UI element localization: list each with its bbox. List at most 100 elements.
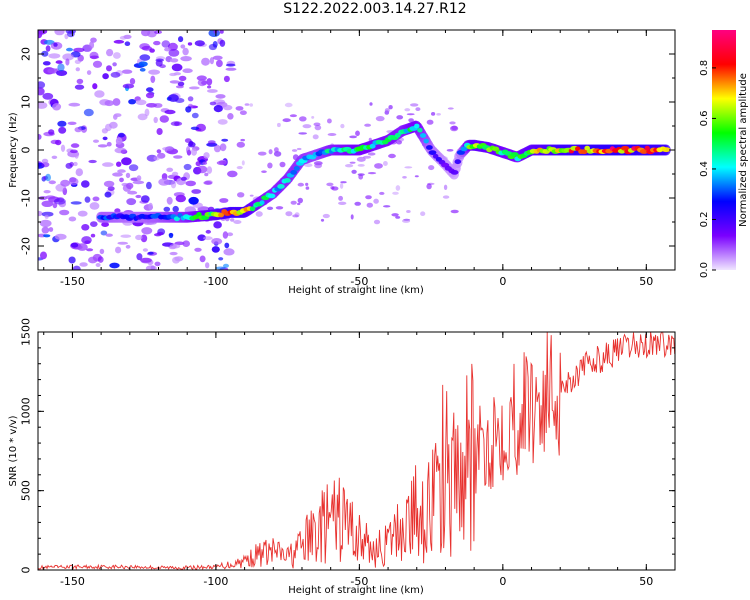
y-tick-label: 1500 xyxy=(20,318,33,346)
noise-blob xyxy=(282,118,291,123)
y-tick-label: -20 xyxy=(20,237,33,255)
noise-blob xyxy=(109,262,120,269)
noise-blob xyxy=(95,263,101,267)
noise-blob xyxy=(101,222,109,227)
noise-blob xyxy=(375,116,385,122)
noise-blob xyxy=(161,40,171,48)
noise-blob xyxy=(112,98,121,106)
noise-blob xyxy=(74,59,81,64)
colorbar: 0.0 0.2 0.4 0.6 0.8 Normalized spectral ampli… xyxy=(699,30,749,278)
noise-blob xyxy=(159,64,166,69)
y-tick-label: -10 xyxy=(20,189,33,207)
ridge-cell xyxy=(456,150,465,155)
noise-blob xyxy=(428,165,435,171)
noise-blob xyxy=(115,137,123,145)
noise-blob xyxy=(81,236,92,245)
ridge-cell xyxy=(460,146,468,152)
noise-blob xyxy=(135,194,142,199)
y-tick-label: 20 xyxy=(20,47,33,61)
y-tick-label: 1000 xyxy=(20,397,33,425)
noise-blob xyxy=(145,92,155,99)
ridge-cell xyxy=(369,143,376,149)
noise-blob xyxy=(219,198,229,203)
snr-series-line xyxy=(38,332,675,570)
noise-blob xyxy=(54,198,66,205)
ridge-cell xyxy=(277,184,285,189)
noise-blob xyxy=(69,161,74,167)
noise-blob xyxy=(203,236,213,241)
noise-blob xyxy=(363,155,371,159)
noise-blob xyxy=(217,119,228,125)
noise-blob xyxy=(144,108,150,117)
noise-blob xyxy=(135,99,147,106)
colorbar-tick-label: 0.4 xyxy=(699,161,710,177)
noise-blob xyxy=(244,103,250,106)
noise-blob xyxy=(112,172,123,177)
noise-blob xyxy=(213,221,222,229)
noise-blob xyxy=(450,209,459,214)
noise-blob xyxy=(106,48,114,57)
noise-blob xyxy=(112,62,117,67)
noise-blob xyxy=(351,169,357,174)
noise-blob xyxy=(119,177,124,183)
noise-blob xyxy=(105,233,113,237)
noise-blob xyxy=(177,81,185,87)
noise-blob xyxy=(153,116,158,124)
noise-blob xyxy=(326,182,334,187)
x-tick-label: -150 xyxy=(60,575,85,588)
noise-blob xyxy=(38,134,42,140)
noise-blob xyxy=(314,125,322,131)
noise-blob xyxy=(122,83,135,89)
noise-blob xyxy=(261,170,267,173)
noise-blob xyxy=(410,103,419,107)
noise-blob xyxy=(236,141,245,148)
colorbar-tick-label: 0.6 xyxy=(699,110,710,126)
noise-blob xyxy=(125,244,131,249)
noise-blob xyxy=(443,184,448,190)
noise-blob xyxy=(180,176,187,181)
noise-blob xyxy=(57,63,65,72)
noise-blob xyxy=(392,191,399,195)
noise-blob xyxy=(207,140,216,145)
noise-blob xyxy=(169,72,178,77)
noise-blob xyxy=(93,139,99,143)
noise-blob xyxy=(396,140,402,145)
noise-blob xyxy=(227,170,238,178)
noise-blob xyxy=(364,123,371,127)
noise-blob xyxy=(74,84,85,90)
noise-blob xyxy=(139,54,151,61)
noise-blob xyxy=(132,180,145,185)
noise-blob xyxy=(74,151,79,159)
noise-blob xyxy=(187,96,194,102)
noise-blob xyxy=(185,180,196,187)
ridge-cell xyxy=(428,150,437,156)
noise-blob xyxy=(56,70,68,76)
noise-blob xyxy=(426,183,432,190)
noise-blob xyxy=(395,216,401,219)
noise-blob xyxy=(191,112,199,119)
ridge-cell xyxy=(218,212,225,218)
noise-blob xyxy=(178,75,187,82)
noise-blob xyxy=(431,112,436,116)
noise-blob xyxy=(249,103,253,107)
noise-blob xyxy=(102,73,109,80)
noise-blob xyxy=(373,198,379,204)
noise-blob xyxy=(101,128,108,134)
noise-blob xyxy=(266,206,274,210)
noise-blob xyxy=(338,201,347,205)
noise-blob xyxy=(267,162,273,169)
noise-blob xyxy=(206,142,218,147)
noise-blob xyxy=(296,147,302,151)
noise-blob xyxy=(223,104,233,111)
ridge-cell xyxy=(580,149,588,155)
noise-blob xyxy=(76,78,84,84)
noise-blob xyxy=(350,214,354,220)
noise-blob xyxy=(47,68,59,74)
noise-blob xyxy=(102,136,108,141)
noise-blob xyxy=(404,166,413,169)
ridge-cell xyxy=(196,212,202,217)
noise-blob xyxy=(208,43,217,51)
noise-blob xyxy=(211,246,220,253)
